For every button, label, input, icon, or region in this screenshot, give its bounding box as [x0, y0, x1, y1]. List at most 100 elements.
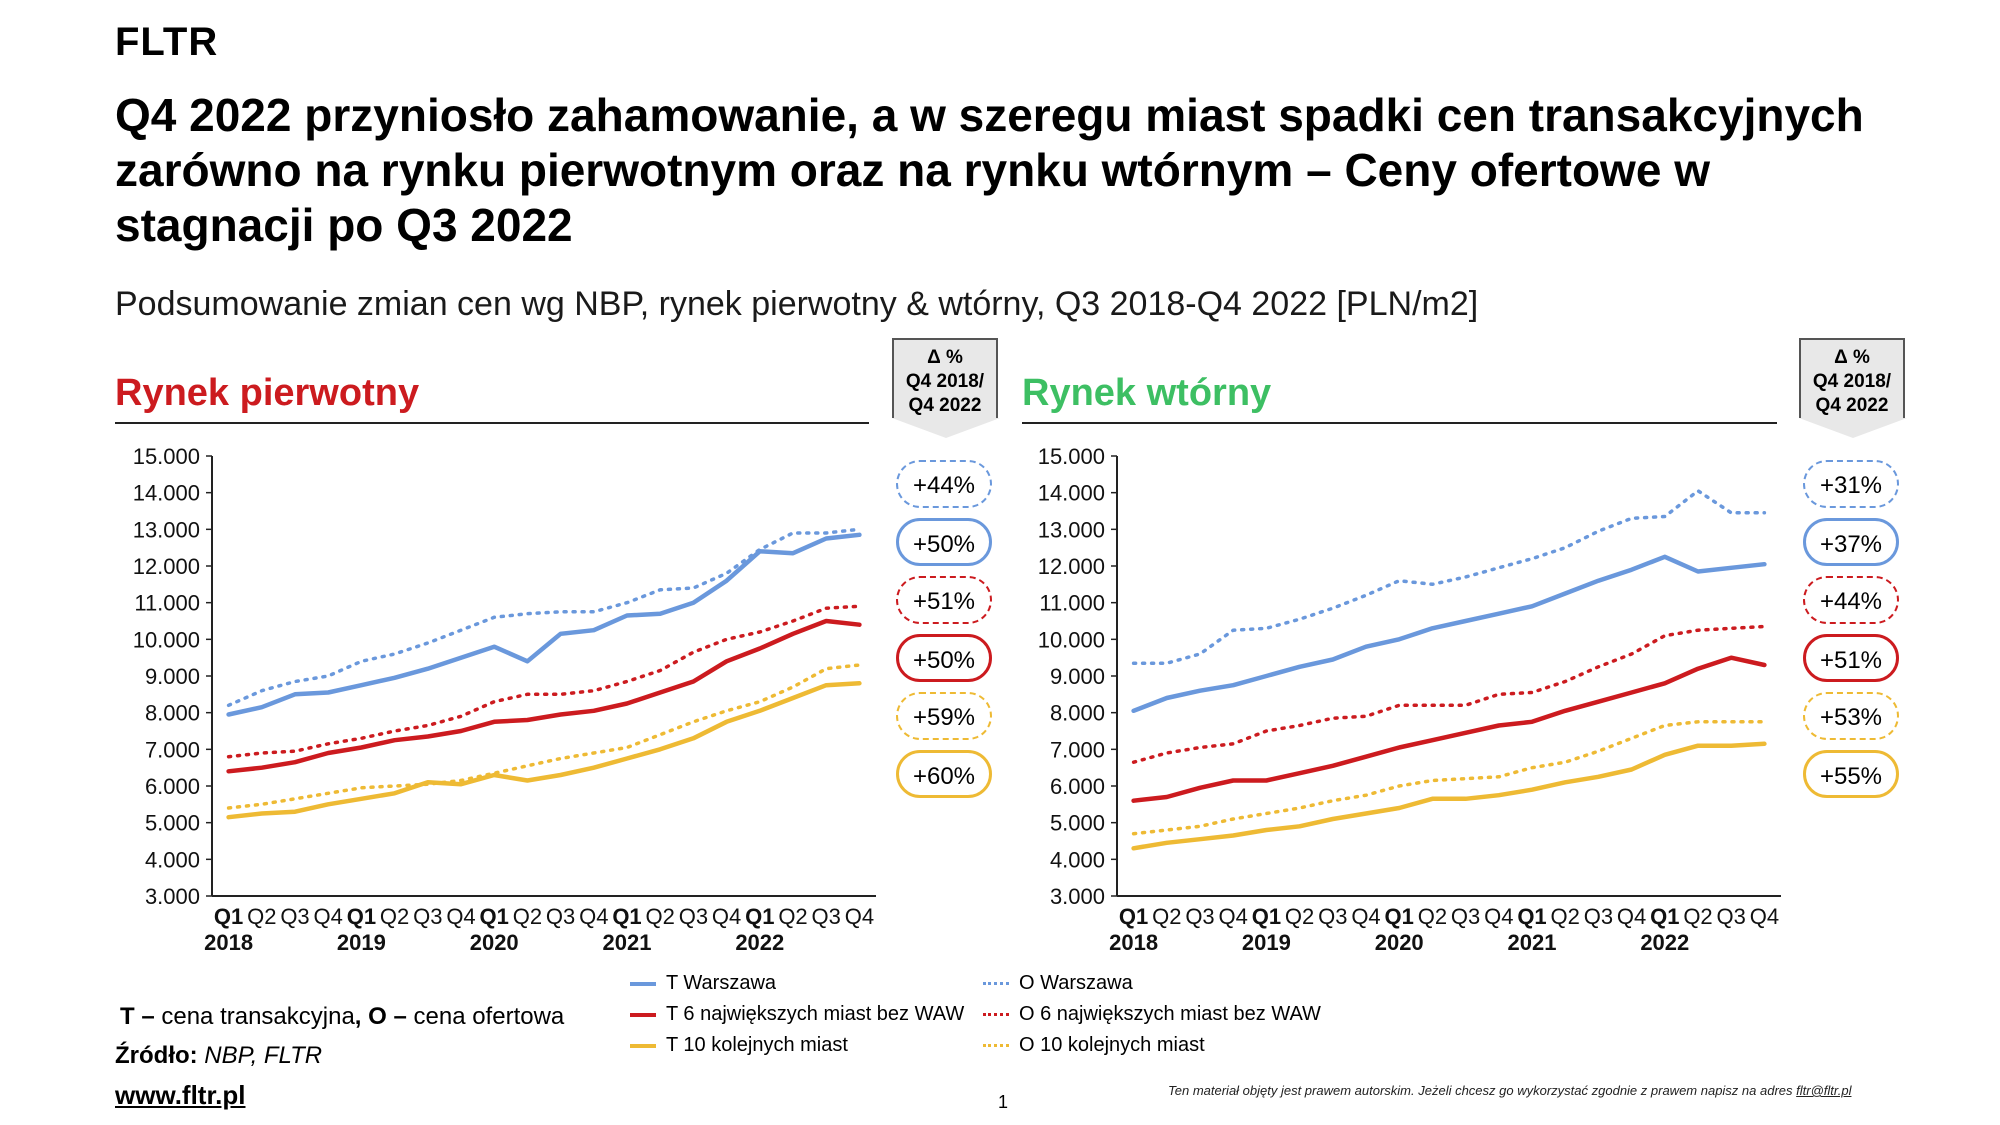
legend-label: T 10 kolejnych miast	[666, 1034, 848, 1056]
y-tick-label: 9.000	[145, 664, 200, 689]
x-tick-label: Q1	[1517, 904, 1546, 929]
panel-title-primary: Rynek pierwotny	[115, 372, 420, 414]
series-line-o-6-najwi-kszych-miast-bez-waw	[1131, 624, 1767, 764]
price-type-note: T – cena transakcyjna, O – cena ofertowa	[120, 1003, 564, 1031]
series-line-t-6-najwi-kszych-miast-bez-waw	[226, 618, 862, 774]
x-tick-label: Q4	[446, 904, 475, 929]
y-tick-label: 10.000	[1038, 627, 1105, 652]
x-tick-label: Q2	[247, 904, 276, 929]
series-line-o-warszawa	[226, 527, 862, 708]
y-tick-label: 15.000	[1038, 444, 1105, 469]
y-tick-label: 4.000	[145, 847, 200, 872]
delta-header-line3: Q4 2022	[1815, 395, 1889, 416]
panel-divider-primary	[115, 422, 869, 424]
delta-pill-t-10: +60%	[896, 750, 992, 798]
x-year-label: 2021	[1508, 930, 1557, 955]
y-tick-label: 8.000	[1050, 701, 1105, 726]
series-line-t-10-kolejnych-miast	[1131, 741, 1767, 851]
x-tick-label: Q2	[1683, 904, 1712, 929]
x-tick-label: Q4	[845, 904, 874, 929]
headline: Q4 2022 przyniosło zahamowanie, a w szer…	[115, 89, 1864, 251]
x-tick-label: Q4	[579, 904, 608, 929]
subtitle: Podsumowanie zmian cen wg NBP, rynek pie…	[115, 285, 1479, 323]
series-line-o-6-najwi-kszych-miast-bez-waw	[226, 604, 862, 759]
x-tick-label: Q3	[1717, 904, 1746, 929]
x-tick-label: Q1	[745, 904, 774, 929]
delta-pill-o-warszawa: +31%	[1803, 460, 1899, 508]
x-tick-label: Q1	[1650, 904, 1679, 929]
x-tick-label: Q1	[214, 904, 243, 929]
website-link[interactable]: www.fltr.pl	[115, 1080, 246, 1110]
delta-pills-primary: +44% +50% +51% +50% +59% +60%	[896, 460, 992, 798]
x-tick-label: Q3	[1451, 904, 1480, 929]
legend-swatch	[630, 1043, 656, 1048]
delta-pill-o-6: +44%	[1803, 576, 1899, 624]
legend-swatch	[630, 1012, 656, 1017]
y-tick-label: 7.000	[1050, 737, 1105, 762]
panel-title-secondary: Rynek wtórny	[1022, 372, 1272, 414]
delta-header-secondary: Δ % Q4 2018/ Q4 2022	[1799, 338, 1907, 438]
y-tick-label: 7.000	[145, 737, 200, 762]
series-line-t-6-najwi-kszych-miast-bez-waw	[1131, 655, 1767, 803]
legend-label: T Warszawa	[666, 972, 777, 994]
copyright-email[interactable]: fltr@fltr.pl	[1796, 1083, 1852, 1098]
x-tick-label: Q4	[314, 904, 343, 929]
x-tick-label: Q2	[513, 904, 542, 929]
x-tick-label: Q1	[480, 904, 509, 929]
legend-label: O 10 kolejnych miast	[1019, 1034, 1205, 1056]
y-tick-label: 15.000	[133, 444, 200, 469]
x-year-label: 2018	[1109, 930, 1158, 955]
x-tick-label: Q3	[1318, 904, 1347, 929]
x-tick-label: Q3	[812, 904, 841, 929]
note-o-text: cena ofertowa	[406, 1003, 565, 1030]
brand-logo: FLTR	[115, 20, 219, 64]
delta-pill-t-6: +51%	[1803, 634, 1899, 682]
y-tick-label: 12.000	[1038, 554, 1105, 579]
y-tick-label: 10.000	[133, 627, 200, 652]
x-tick-label: Q3	[1584, 904, 1613, 929]
y-tick-label: 5.000	[1050, 811, 1105, 836]
note-o-key: O –	[361, 1003, 407, 1030]
x-tick-label: Q1	[1252, 904, 1281, 929]
note-t-key: T –	[120, 1003, 155, 1030]
x-tick-label: Q3	[1185, 904, 1214, 929]
delta-pill-t-warszawa: +50%	[896, 518, 992, 566]
y-tick-label: 3.000	[145, 884, 200, 909]
delta-pill-t-6: +50%	[896, 634, 992, 682]
delta-header-line2: Q4 2018/	[1812, 371, 1892, 392]
legend-swatch	[630, 981, 656, 986]
x-tick-label: Q4	[1484, 904, 1513, 929]
x-tick-label: Q2	[1551, 904, 1580, 929]
x-year-label: 2019	[337, 930, 386, 955]
series-line-o-10-kolejnych-miast	[226, 663, 862, 810]
copyright-notice: Ten materiał objęty jest prawem autorski…	[1168, 1083, 1851, 1098]
y-tick-label: 13.000	[1038, 517, 1105, 542]
legend-item-o-10: O 10 kolejnych miast	[983, 1030, 1321, 1061]
y-tick-label: 13.000	[133, 517, 200, 542]
x-tick-label: Q3	[679, 904, 708, 929]
x-year-label: 2022	[735, 930, 784, 955]
x-tick-label: Q2	[778, 904, 807, 929]
x-tick-label: Q3	[413, 904, 442, 929]
x-tick-label: Q3	[546, 904, 575, 929]
legend-swatch	[983, 982, 1009, 985]
delta-arrow	[892, 418, 1000, 438]
legend-item-o-warszawa: O Warszawa	[983, 968, 1321, 999]
delta-header-line3: Q4 2022	[908, 395, 982, 416]
delta-pill-t-10: +55%	[1803, 750, 1899, 798]
delta-header-line1: Δ %	[1834, 347, 1870, 368]
delta-arrow	[1799, 418, 1907, 438]
legend-transaction: T Warszawa T 6 największych miast bez WA…	[630, 968, 964, 1061]
x-tick-label: Q2	[1285, 904, 1314, 929]
x-tick-label: Q1	[1119, 904, 1148, 929]
x-tick-label: Q4	[1617, 904, 1646, 929]
x-tick-label: Q1	[1385, 904, 1414, 929]
source-label: Źródło:	[115, 1042, 198, 1069]
x-tick-label: Q4	[1750, 904, 1779, 929]
delta-header-line1: Δ %	[927, 347, 963, 368]
x-tick-label: Q2	[646, 904, 675, 929]
delta-pill-t-warszawa: +37%	[1803, 518, 1899, 566]
note-t-text: cena transakcyjna	[154, 1003, 355, 1030]
delta-header-primary: Δ % Q4 2018/ Q4 2022	[892, 338, 1000, 438]
y-tick-label: 12.000	[133, 554, 200, 579]
